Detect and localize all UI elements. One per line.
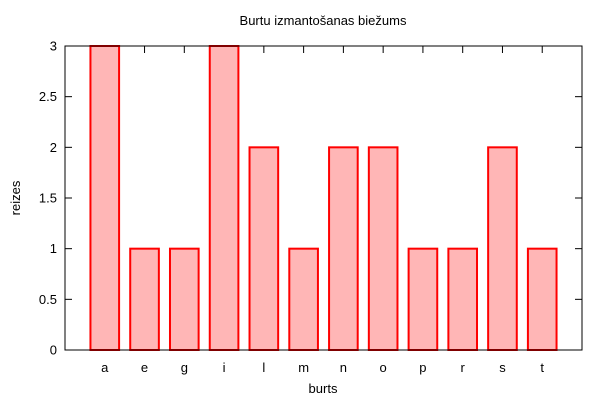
x-tick-label: l	[262, 360, 265, 375]
x-tick-label: p	[419, 360, 426, 375]
y-tick-label: 2	[50, 140, 57, 155]
y-axis-label: reizes	[8, 180, 23, 215]
x-tick-label: e	[141, 360, 148, 375]
bar-n	[328, 146, 359, 351]
chart-title: Burtu izmantošanas biežums	[240, 13, 407, 28]
bars	[89, 45, 558, 352]
x-tick-label: a	[101, 360, 109, 375]
bar-i	[208, 45, 240, 351]
x-tick-label: r	[461, 360, 466, 375]
x-axis-label: burts	[309, 381, 338, 396]
x-tick-label: t	[540, 360, 544, 375]
bar-a	[89, 45, 121, 351]
bar-g	[168, 247, 200, 352]
bar-e	[129, 247, 160, 352]
x-tick-label: g	[181, 360, 188, 375]
x-tick-label: s	[499, 360, 506, 375]
y-tick-label: 1	[50, 241, 57, 256]
x-tick-label: m	[298, 360, 309, 375]
bar-t	[526, 247, 558, 352]
bar-r	[447, 247, 479, 352]
x-tick-label: n	[340, 360, 347, 375]
plot-frame	[64, 45, 583, 351]
bar-m	[288, 247, 319, 352]
y-tick-label: 2.5	[39, 89, 57, 104]
y-tick-label: 1.5	[39, 191, 57, 206]
y-tick-label: 3	[50, 39, 57, 54]
x-tick-label: i	[223, 360, 226, 375]
bar-s	[487, 146, 518, 351]
bar-o	[367, 146, 399, 351]
y-tick-label: 0	[50, 343, 57, 358]
bar-l	[248, 146, 280, 351]
bar-p	[407, 247, 439, 352]
y-axis-ticks: 0 0.5 1 1.5 2 2.5 3	[39, 39, 582, 358]
y-tick-label: 0.5	[39, 292, 57, 307]
x-tick-label: o	[380, 360, 387, 375]
